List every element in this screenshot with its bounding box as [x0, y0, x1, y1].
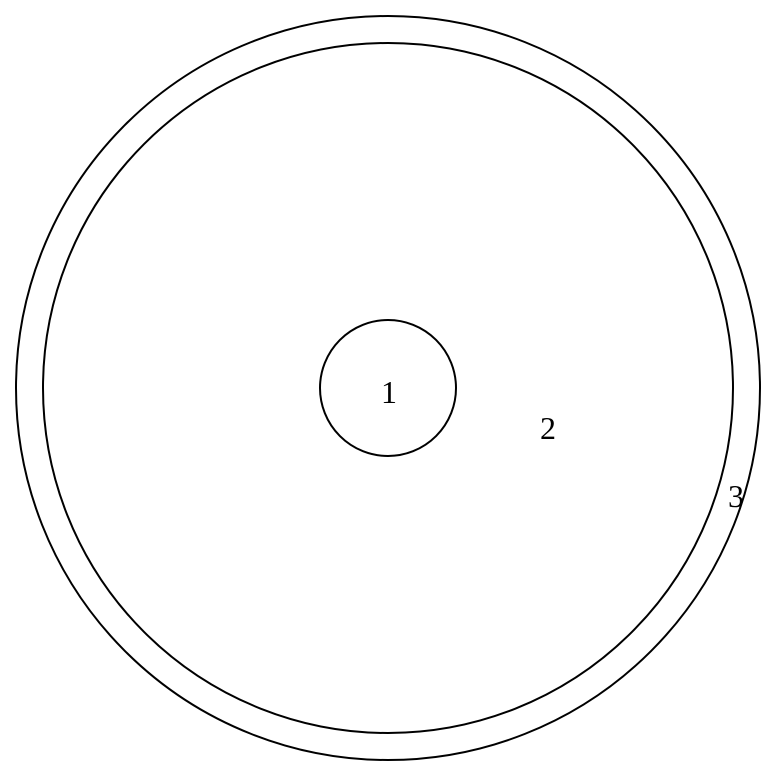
concentric-circles-diagram: 1 2 3 — [0, 0, 776, 775]
label-region-2: 2 — [540, 410, 556, 447]
label-region-3: 3 — [728, 478, 744, 515]
label-region-1: 1 — [381, 374, 397, 411]
